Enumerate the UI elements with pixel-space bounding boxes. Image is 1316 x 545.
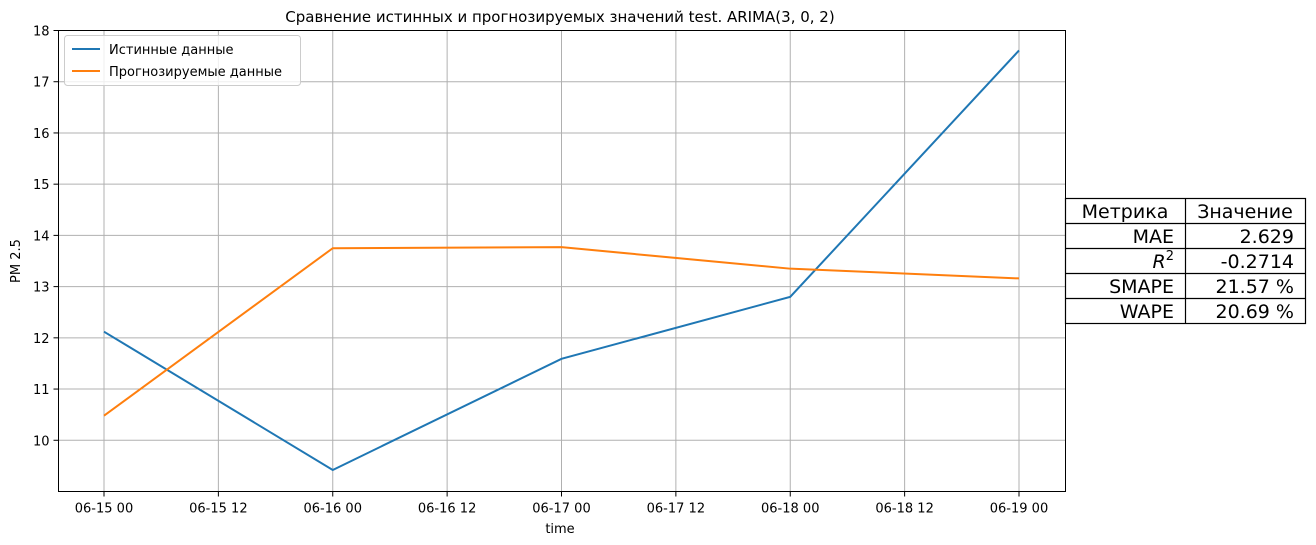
table-cell-metric-smape: SMAPE (1109, 276, 1174, 298)
grid (58, 30, 1066, 492)
table-header-metric: Метрика (1082, 201, 1169, 223)
x-tick-label: 06-15 12 (189, 502, 247, 517)
x-tick-label: 06-17 12 (647, 502, 705, 517)
table-cell-value-r2: -0.2714 (1221, 251, 1294, 273)
x-axis-label: time (545, 522, 574, 537)
legend-box (64, 35, 301, 86)
y-tick-label: 11 (33, 383, 50, 398)
table-cell-value-wape: 20.69 % (1216, 301, 1295, 323)
y-tick-label: 13 (33, 281, 50, 296)
y-axis-label: PM 2.5 (9, 239, 24, 283)
series-lines (103, 49, 1020, 472)
y-tick-label: 12 (33, 332, 50, 347)
x-tick-label: 06-18 12 (875, 502, 933, 517)
y-tick-label: 17 (33, 76, 50, 91)
table-cell-metric-r2: R2 (1153, 249, 1174, 273)
y-ticks: 10 11 12 13 14 15 16 17 18 (33, 25, 59, 449)
x-tick-label: 06-16 00 (304, 502, 362, 517)
y-tick-label: 16 (33, 127, 50, 142)
table-cell-value-smape: 21.57 % (1216, 276, 1295, 298)
table-cell-metric-mae: MAE (1133, 226, 1174, 248)
x-tick-label: 06-15 00 (75, 502, 133, 517)
legend: Истинные данные Прогнозируемые данные (64, 35, 301, 86)
series-line-true (103, 49, 1020, 472)
legend-label-forecast: Прогнозируемые данные (109, 65, 282, 80)
legend-label-true: Истинные данные (109, 43, 234, 58)
table-cell-metric-wape: WAPE (1120, 301, 1174, 323)
x-tick-label: 06-16 12 (418, 502, 476, 517)
table-cell-value-mae: 2.629 (1240, 226, 1294, 248)
y-tick-label: 14 (33, 229, 50, 244)
y-tick-label: 15 (33, 178, 50, 193)
x-tick-label: 06-17 00 (532, 502, 590, 517)
metrics-table: Метрика Значение MAE 2.629 R2 -0.2714 SM… (1064, 197, 1307, 325)
chart-title: Сравнение истинных и прогнозируемых знач… (285, 8, 834, 26)
y-tick-label: 10 (33, 434, 50, 449)
x-tick-label: 06-18 00 (761, 502, 819, 517)
x-tick-label: 06-19 00 (990, 502, 1048, 517)
series-line-forecast (103, 246, 1020, 417)
y-tick-label: 18 (33, 25, 50, 40)
x-ticks: 06-15 00 06-15 12 06-16 00 06-16 12 06-17 00… (75, 491, 1048, 517)
table-header-value: Значение (1197, 201, 1293, 223)
